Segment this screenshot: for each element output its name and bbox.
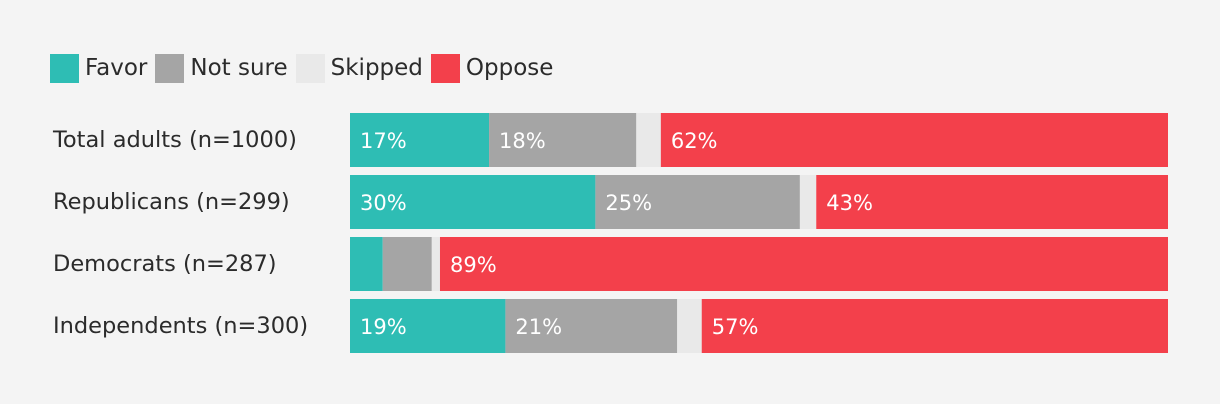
data-label-favor-independents: 19% (360, 315, 407, 339)
legend-label-oppose: Oppose (465, 55, 554, 81)
bar-oppose-democrats (439, 237, 1169, 291)
legend: Favor Not sure Skipped Oppose (50, 50, 561, 86)
legend-swatch-skipped (295, 53, 325, 83)
bar-oppose-independents (701, 299, 1168, 353)
bar-skipped-republicans (799, 175, 817, 229)
data-label-not-sure-republicans: 25% (605, 191, 652, 215)
row-label-total-adults: Total adults (n=1000) (53, 127, 297, 153)
data-label-favor-republicans: 30% (360, 191, 407, 215)
bar-skipped-democrats (431, 237, 440, 291)
row-label-independents: Independents (n=300) (53, 313, 309, 339)
legend-label-favor: Favor (85, 55, 148, 81)
data-label-oppose-republicans: 43% (826, 191, 873, 215)
legend-item-oppose: Oppose (430, 50, 554, 86)
bar-favor-total-adults (350, 113, 490, 167)
bar-skipped-independents (677, 299, 702, 353)
data-label-oppose-total-adults: 62% (671, 129, 718, 153)
bar-oppose-total-adults (660, 113, 1168, 167)
legend-swatch-not-sure (155, 53, 185, 83)
data-label-favor-total-adults: 17% (360, 129, 407, 153)
legend-item-skipped: Skipped (295, 50, 423, 86)
bar-favor-republicans (350, 175, 596, 229)
data-label-not-sure-independents: 21% (515, 315, 562, 339)
legend-swatch-favor (50, 53, 79, 83)
legend-label-not-sure: Not sure (190, 55, 288, 81)
bar-not-sure-republicans (595, 175, 800, 229)
bar-not-sure-total-adults (489, 113, 637, 167)
legend-item-favor: Favor (50, 50, 147, 86)
bar-favor-democrats (350, 237, 383, 291)
data-label-oppose-independents: 57% (712, 315, 759, 339)
bar-favor-independents (350, 299, 506, 353)
legend-item-not-sure: Not sure (155, 50, 288, 86)
bar-not-sure-independents (505, 299, 678, 353)
bar-skipped-total-adults (636, 113, 661, 167)
row-label-democrats: Democrats (n=287) (53, 251, 277, 277)
bar-oppose-republicans (816, 175, 1168, 229)
bar-not-sure-democrats (382, 237, 432, 291)
legend-swatch-oppose (430, 53, 460, 83)
data-label-not-sure-total-adults: 18% (499, 129, 546, 153)
data-label-oppose-democrats: 89% (450, 253, 497, 277)
row-label-republicans: Republicans (n=299) (53, 189, 290, 215)
legend-label-skipped: Skipped (330, 55, 423, 81)
